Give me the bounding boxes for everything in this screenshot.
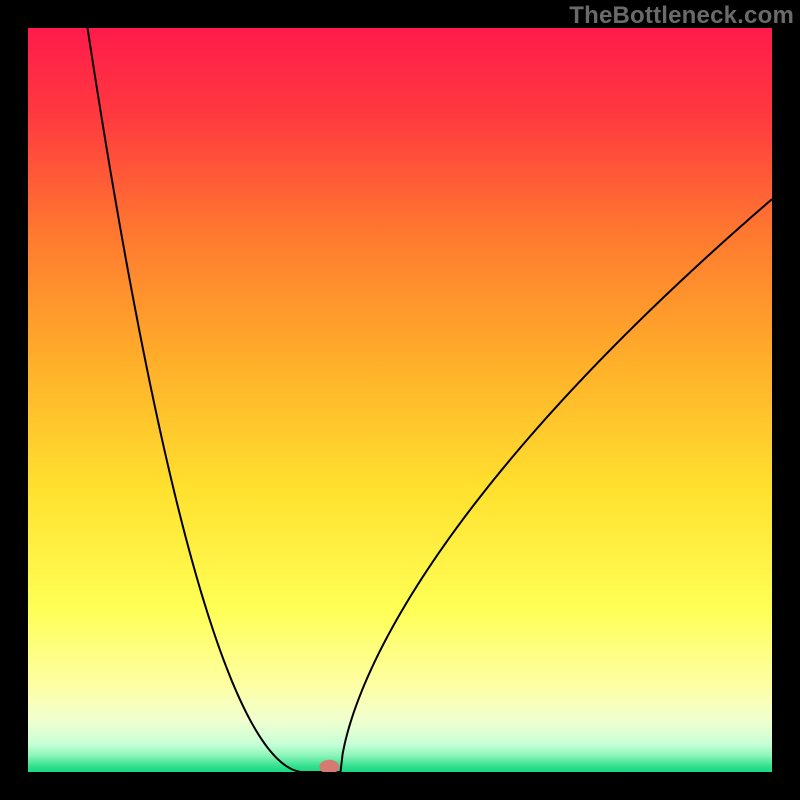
- minimum-marker: [319, 760, 339, 774]
- chart-root: TheBottleneck.com: [0, 0, 800, 800]
- background-gradient: [28, 28, 772, 772]
- chart-svg: [0, 0, 800, 800]
- watermark-text: TheBottleneck.com: [569, 0, 800, 30]
